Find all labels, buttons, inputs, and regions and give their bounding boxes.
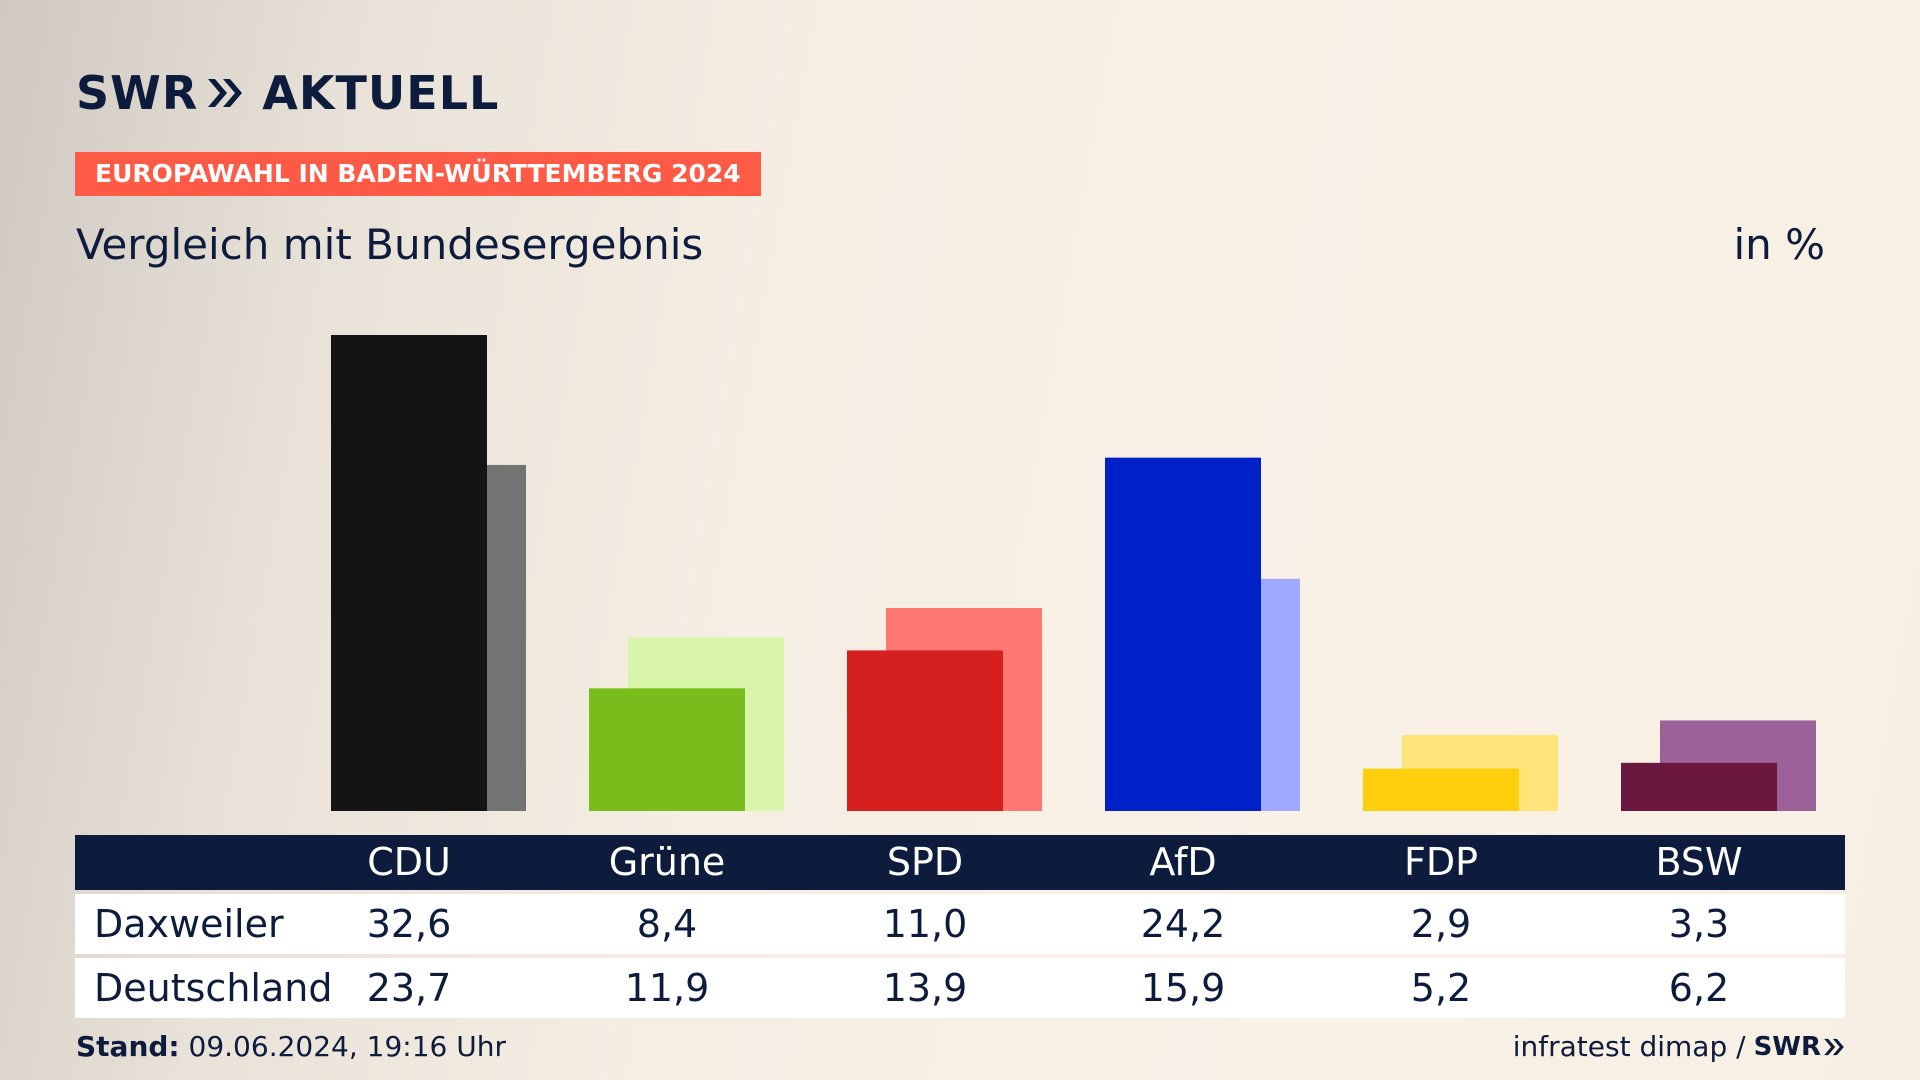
column-header-bsw: BSW <box>1655 840 1743 884</box>
value-daxweiler-fdp: 2,9 <box>1410 902 1472 946</box>
brand-aktuell: AKTUELL <box>262 66 500 120</box>
table-row: Deutschland 23,7 11,9 13,9 15,9 5,2 6,2 <box>75 958 1845 1018</box>
stand-value: 09.06.2024, 19:16 Uhr <box>188 1030 506 1063</box>
value-daxweiler-afd: 24,2 <box>1140 902 1226 946</box>
bar-daxweiler-grune <box>589 688 745 811</box>
bar-daxweiler-afd <box>1105 457 1261 811</box>
column-header-spd: SPD <box>886 840 964 884</box>
swr-aktuell-logo: SWR AKTUELL <box>76 66 499 120</box>
value-deutschland-spd: 13,9 <box>882 966 968 1010</box>
bar-daxweiler-cdu <box>331 335 487 811</box>
value-daxweiler-bsw: 3,3 <box>1668 902 1730 946</box>
timestamp: Stand: 09.06.2024, 19:16 Uhr <box>76 1030 506 1063</box>
election-badge: EUROPAWAHL IN BADEN-WÜRTTEMBERG 2024 <box>75 152 761 196</box>
value-daxweiler-grune: 8,4 <box>636 902 698 946</box>
table-header: CDU Grüne SPD AfD FDP BSW <box>75 835 1845 890</box>
value-deutschland-bsw: 6,2 <box>1668 966 1730 1010</box>
row-label: Daxweiler <box>94 902 284 946</box>
value-deutschland-fdp: 5,2 <box>1410 966 1472 1010</box>
unit-label: in % <box>1733 220 1825 269</box>
value-deutschland-afd: 15,9 <box>1140 966 1226 1010</box>
value-deutschland-cdu: 23,7 <box>366 966 452 1010</box>
column-header-grune: Grüne <box>608 840 726 884</box>
stand-label: Stand: <box>76 1030 180 1063</box>
column-header-afd: AfD <box>1149 840 1217 884</box>
double-chevron-icon <box>1824 1038 1844 1055</box>
brand-swr: SWR <box>76 66 199 120</box>
swr-small-logo-text: SWR <box>1753 1031 1821 1062</box>
value-daxweiler-cdu: 32,6 <box>366 902 452 946</box>
results-table: CDU Grüne SPD AfD FDP BSW Daxweiler 32,6 8,4 11… <box>75 835 1845 1018</box>
column-header-fdp: FDP <box>1403 840 1479 884</box>
value-deutschland-grune: 11,9 <box>624 966 710 1010</box>
double-chevron-icon <box>206 77 244 109</box>
row-label: Deutschland <box>94 966 333 1010</box>
table-row: Daxweiler 32,6 8,4 11,0 24,2 2,9 3,3 <box>75 894 1845 954</box>
bar-chart <box>331 335 1816 811</box>
swr-small-logo: SWR <box>1754 1032 1845 1062</box>
chart-title: Vergleich mit Bundesergebnis <box>76 220 704 269</box>
bar-daxweiler-spd <box>847 650 1003 811</box>
column-header-cdu: CDU <box>367 840 451 884</box>
bar-daxweiler-bsw <box>1621 762 1777 811</box>
source-text: infratest dimap / <box>1512 1030 1746 1063</box>
value-daxweiler-spd: 11,0 <box>882 902 968 946</box>
bar-daxweiler-fdp <box>1363 768 1519 811</box>
source-credit: infratest dimap / SWR <box>1513 1030 1845 1063</box>
